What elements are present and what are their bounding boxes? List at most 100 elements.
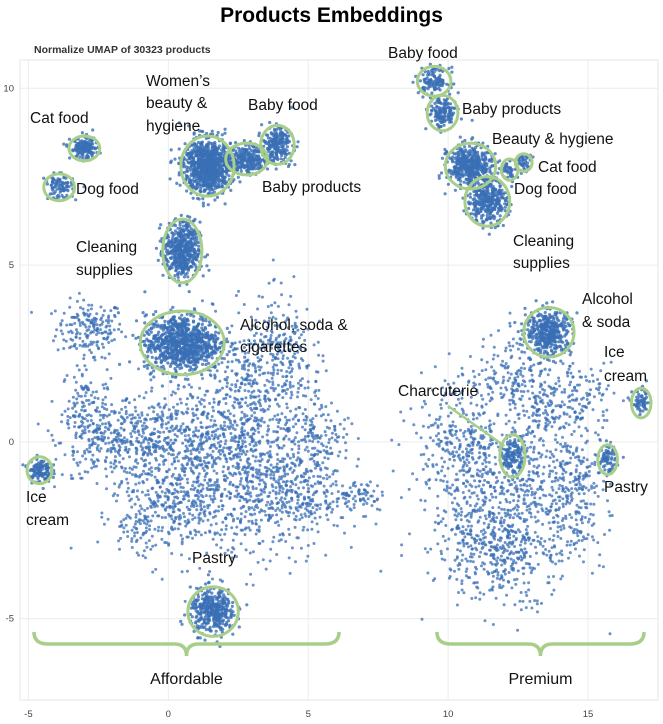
data-point [558, 551, 562, 555]
data-point [243, 415, 247, 419]
data-point [59, 329, 63, 333]
data-point [280, 293, 284, 297]
data-point [305, 307, 309, 311]
data-point [152, 406, 156, 410]
data-point [544, 409, 547, 412]
data-point [533, 457, 537, 461]
data-point [264, 389, 268, 393]
data-point [527, 473, 531, 477]
data-point [261, 539, 265, 543]
data-point [183, 473, 187, 477]
data-point [101, 439, 105, 443]
data-point [122, 469, 126, 473]
data-point [208, 373, 212, 377]
data-point [456, 374, 460, 378]
data-point [472, 552, 476, 556]
data-point [265, 378, 269, 382]
data-point [184, 524, 188, 528]
data-point [542, 493, 545, 497]
data-point [573, 388, 577, 392]
data-point [514, 531, 518, 535]
y-tick-label: 5 [9, 260, 14, 271]
data-point [239, 479, 243, 483]
data-point [189, 449, 193, 453]
data-point [212, 469, 216, 473]
data-point [226, 360, 230, 364]
data-point [285, 379, 289, 383]
data-point [223, 428, 227, 432]
data-point [256, 418, 259, 422]
data-point [316, 440, 320, 444]
data-point [536, 610, 539, 614]
data-point [550, 546, 554, 550]
data-point [94, 428, 97, 432]
data-point [311, 506, 315, 510]
data-point [75, 461, 79, 465]
data-point [486, 480, 489, 484]
data-point [558, 384, 562, 388]
data-point [109, 431, 113, 435]
data-point [304, 418, 308, 422]
data-point [463, 514, 467, 518]
data-point [293, 332, 297, 336]
data-point [504, 362, 508, 365]
data-point [529, 487, 533, 491]
data-point [254, 318, 258, 322]
data-point [130, 435, 133, 439]
data-point [248, 498, 252, 502]
data-point [460, 579, 464, 583]
data-point [246, 368, 250, 372]
data-point [171, 449, 175, 453]
data-point [516, 528, 520, 532]
data-point [288, 383, 292, 387]
data-point [105, 337, 109, 341]
data-point [277, 393, 281, 397]
data-point [178, 508, 182, 512]
data-point [320, 406, 324, 409]
data-point [140, 457, 144, 461]
data-point [557, 559, 561, 563]
data-point [76, 463, 80, 467]
data-point [568, 394, 572, 398]
data-point [261, 340, 265, 344]
data-point [581, 409, 585, 413]
data-point [242, 339, 246, 343]
data-point [507, 341, 511, 345]
data-point [439, 520, 443, 524]
data-point [442, 394, 446, 398]
data-point [258, 542, 262, 545]
data-point [519, 608, 523, 612]
data-point [171, 501, 175, 505]
data-point [529, 542, 533, 546]
data-point [516, 628, 520, 632]
data-point [116, 432, 120, 436]
data-point [304, 422, 308, 426]
data-point [196, 396, 200, 400]
data-point [448, 567, 452, 571]
data-point [224, 524, 228, 528]
data-point [492, 471, 496, 475]
data-point [284, 392, 288, 395]
data-point [130, 539, 134, 543]
data-point [268, 450, 272, 453]
data-point [185, 447, 189, 451]
data-point [596, 494, 600, 498]
data-point [553, 466, 557, 469]
data-point [96, 459, 100, 463]
data-point [87, 439, 91, 443]
data-point [118, 460, 121, 464]
data-point [242, 346, 246, 349]
data-point [130, 467, 134, 471]
data-point [431, 463, 435, 467]
data-point [585, 458, 589, 462]
data-point [128, 413, 132, 417]
data-point [260, 416, 264, 420]
data-point [519, 516, 523, 520]
data-point [552, 588, 556, 592]
data-point [117, 485, 121, 489]
data-point [314, 380, 318, 384]
data-point [213, 532, 217, 536]
data-point [253, 378, 257, 382]
data-point [299, 347, 302, 351]
data-point [562, 425, 565, 429]
